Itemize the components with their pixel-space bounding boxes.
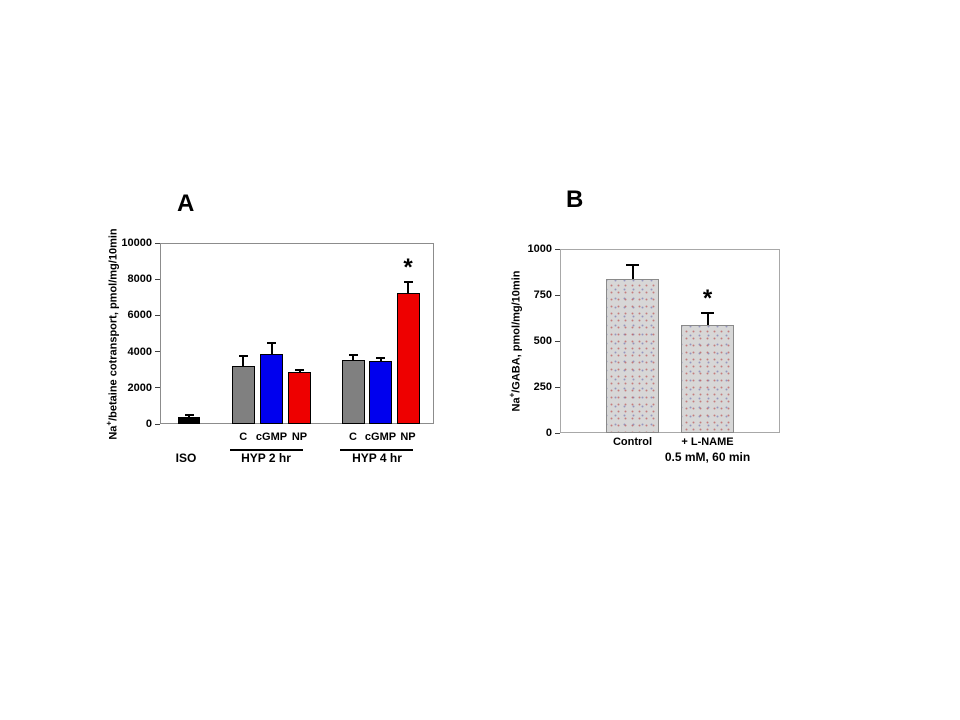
group-underline (230, 449, 303, 451)
y-tick-mark (155, 278, 160, 280)
error-bar (242, 356, 245, 367)
plot-frame (560, 249, 780, 433)
error-bar-cap (348, 353, 358, 356)
error-bar-cap (238, 355, 248, 358)
error-bar-cap (267, 342, 276, 345)
error-bar (706, 313, 709, 326)
y-tick-label: 750 (533, 289, 552, 301)
bar-label: Control (612, 436, 653, 448)
y-tick-label: 0 (545, 427, 552, 439)
y-tick-mark (155, 387, 160, 389)
significance-asterisk: * (403, 253, 413, 281)
bar-sublabel: 0.5 mM, 60 min (664, 450, 751, 464)
y-tick-mark (555, 386, 560, 388)
error-bar-cap (184, 413, 194, 416)
bar (231, 366, 255, 424)
y-tick-mark (555, 248, 560, 250)
error-bar-cap (376, 357, 385, 360)
y-tick-mark (555, 340, 560, 342)
y-tick-label: 250 (533, 381, 552, 393)
bar (396, 292, 420, 424)
bar (606, 279, 659, 433)
y-tick-mark (555, 294, 560, 296)
error-bar-cap (701, 312, 714, 315)
y-tick-label: 10000 (121, 237, 152, 249)
y-tick-mark (155, 423, 160, 425)
y-axis-label: Na+/betaine cotransport, pmol/mg/10min (104, 228, 120, 440)
bar (288, 372, 311, 424)
y-tick-label: 4000 (127, 345, 152, 358)
error-bar (298, 369, 301, 373)
error-bar (270, 343, 273, 355)
group-label: HYP 4 hr (352, 451, 402, 465)
bar-label: cGMP (364, 431, 397, 443)
bar-label: cGMP (255, 431, 288, 443)
bar (369, 360, 392, 424)
y-tick-mark (155, 314, 160, 316)
y-tick-label: 1000 (527, 243, 552, 255)
bar (341, 359, 365, 424)
error-bar (407, 281, 409, 293)
bar (178, 416, 200, 424)
y-tick-label: 2000 (127, 381, 152, 394)
y-tick-label: 6000 (127, 309, 152, 322)
y-tick-label: 500 (533, 335, 552, 347)
y-tick-mark (155, 351, 160, 353)
panel-letter-b: B (566, 186, 584, 213)
bar-label: NP (400, 431, 416, 443)
bar-label: + L-NAME (681, 436, 734, 448)
error-bar-cap (626, 263, 639, 266)
panel-letter-a: A (177, 190, 195, 217)
error-bar-cap (403, 280, 413, 283)
error-bar-cap (295, 368, 304, 371)
bar-label: C (239, 431, 248, 443)
y-tick-mark (555, 432, 560, 434)
error-bar (379, 358, 382, 361)
significance-asterisk: * (702, 285, 713, 313)
group-underline (340, 449, 413, 451)
y-tick-label: 0 (145, 418, 152, 430)
error-bar (352, 354, 354, 360)
group-label: HYP 2 hr (241, 451, 291, 465)
bar (260, 354, 283, 424)
y-tick-label: 8000 (127, 273, 152, 286)
error-bar (631, 264, 634, 280)
group-label: ISO (175, 451, 197, 465)
bar-label: C (349, 431, 357, 443)
y-tick-mark (155, 242, 160, 244)
bar (681, 325, 734, 433)
bar-label: NP (291, 431, 308, 443)
